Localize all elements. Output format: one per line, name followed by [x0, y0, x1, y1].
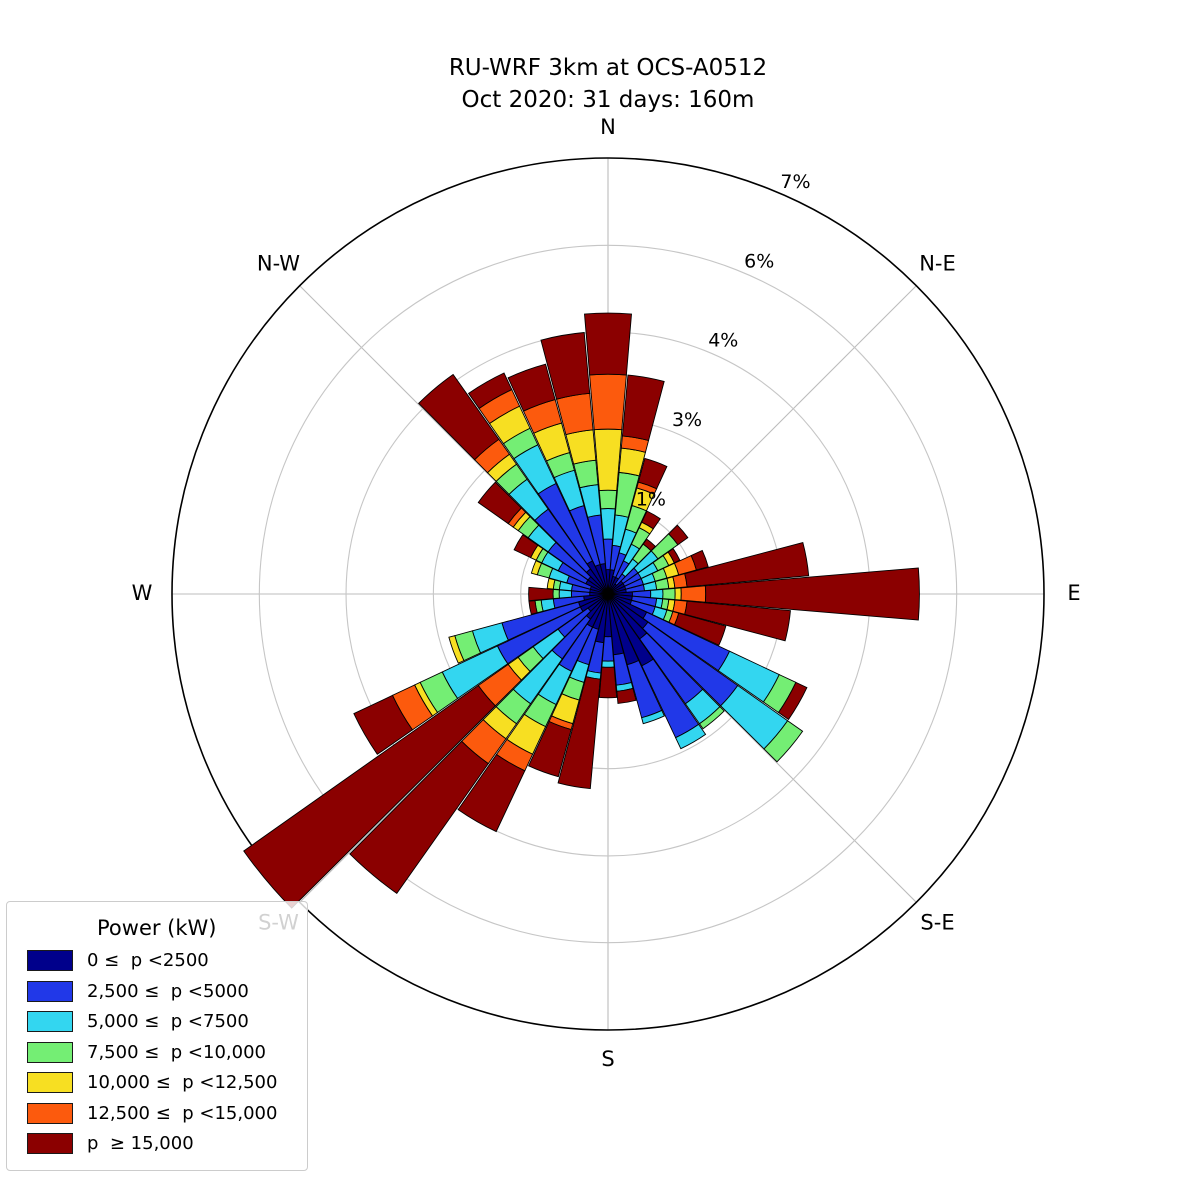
compass-label-n-e: N-E [919, 251, 956, 275]
rose-segment [675, 723, 707, 750]
rose-segment [457, 753, 526, 833]
rose-segment [513, 534, 539, 559]
rose-segment [528, 600, 538, 615]
compass-label-w: W [132, 581, 153, 605]
rose-segment [477, 481, 522, 525]
rose-segment [621, 374, 665, 442]
rose-segment [690, 549, 709, 571]
legend-swatch [27, 1041, 73, 1063]
legend-items: 0 ≤ p <2500 2,500 ≤ p <5000 5,000 ≤ p <750… [23, 950, 291, 1154]
rose-segment [467, 372, 513, 410]
legend-item: 2,500 ≤ p <5000 [27, 980, 291, 1002]
rose-segment [507, 363, 556, 412]
compass-label-s: S [601, 1047, 614, 1071]
radial-tick-label: 4% [708, 330, 738, 352]
rose-segment [684, 600, 791, 642]
rose-segment [589, 373, 627, 431]
legend: Power (kW) 0 ≤ p <2500 2,500 ≤ p <5000 5,0… [6, 901, 308, 1171]
radial-tick-label: 3% [672, 409, 702, 431]
rose-segment [598, 666, 618, 699]
legend-swatch [27, 1102, 73, 1124]
rose-segment [673, 612, 727, 646]
legend-label: 5,000 ≤ p <7500 [87, 1011, 249, 1032]
rose-segment [418, 373, 500, 461]
rose-segment [557, 676, 601, 790]
grid-ring [258, 244, 958, 944]
chart-title-line2: Oct 2020: 31 days: 160m [461, 87, 755, 114]
outer-boundary-ring [171, 157, 1045, 1031]
legend-swatch [27, 1011, 73, 1032]
rose-segment [601, 660, 615, 668]
rose-segment [540, 332, 591, 400]
legend-label: 0 ≤ p <2500 [87, 950, 209, 971]
legend-item: p ≥ 15,000 [27, 1133, 291, 1154]
legend-swatch [27, 950, 73, 971]
radial-tick-label: 1% [636, 488, 666, 510]
legend-label: p ≥ 15,000 [87, 1133, 194, 1154]
compass-label-s-e: S-E [920, 911, 954, 935]
rose-segment [674, 587, 682, 601]
legend-swatch [27, 1133, 73, 1154]
rose-segment [637, 457, 668, 490]
legend-label: 10,000 ≤ p <12,500 [87, 1072, 278, 1093]
rose-segment [641, 709, 665, 725]
legend-item: 10,000 ≤ p <12,500 [27, 1072, 291, 1093]
rose-segment [598, 489, 618, 510]
rose-segment [667, 548, 681, 564]
legend-label: 7,500 ≤ p <10,000 [87, 1041, 266, 1063]
compass-label-e: E [1067, 581, 1080, 605]
rose-segment [662, 587, 676, 601]
radial-tick-labels: 1% 3% 4% 6% 7% [636, 171, 811, 510]
compass-label-n-w: N-W [257, 251, 300, 275]
radial-tick-label: 6% [744, 251, 774, 273]
rose-segment [704, 567, 920, 621]
legend-label: 2,500 ≤ p <5000 [87, 980, 249, 1002]
chart-title: RU-WRF 3km at OCS-A0512 Oct 2020: 31 day… [449, 52, 767, 116]
legend-swatch [27, 1072, 73, 1093]
legend-swatch [27, 980, 73, 1002]
rose-segment [616, 687, 637, 704]
rose-segment [584, 312, 632, 376]
rose-segment [641, 510, 661, 530]
rose-segment [349, 740, 489, 895]
legend-title: Power (kW) [97, 916, 217, 940]
legend-item: 0 ≤ p <2500 [27, 950, 291, 971]
rose-segment [698, 706, 725, 730]
legend-item: 12,500 ≤ p <15,000 [27, 1102, 291, 1124]
rose-segment [668, 524, 689, 546]
rose-segment [448, 635, 465, 664]
rose-segment [777, 681, 808, 721]
rose-segment [763, 720, 804, 763]
rose-segment [353, 694, 414, 755]
rose-segment [552, 588, 560, 600]
legend-label: 12,500 ≤ p <15,000 [87, 1102, 278, 1124]
rose-segment [684, 541, 810, 588]
legend-item: 7,500 ≤ p <10,000 [27, 1041, 291, 1063]
legend-item: 5,000 ≤ p <7500 [27, 1011, 291, 1032]
rose-segment [546, 577, 556, 590]
rose-segment [642, 538, 656, 552]
rose-segment [680, 585, 707, 603]
rose-segment [558, 589, 572, 599]
radial-tick-label: 7% [780, 171, 810, 193]
rose-segment [650, 588, 664, 600]
rose-segment [593, 428, 623, 492]
rose-segment [530, 560, 543, 576]
chart-title-line1: RU-WRF 3km at OCS-A0512 [448, 55, 768, 81]
rose-segment [528, 720, 572, 778]
rose-segment [528, 586, 554, 602]
compass-label-n: N [600, 115, 616, 139]
stacked-bars [243, 312, 920, 909]
